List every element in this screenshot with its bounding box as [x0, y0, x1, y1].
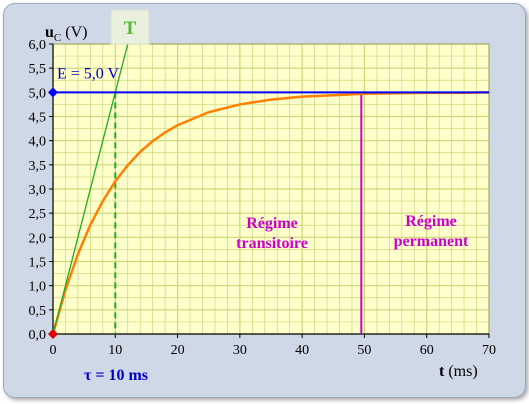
x-tick-label: 20: [171, 343, 185, 358]
y-tick-label: 0,5: [29, 304, 47, 319]
y-tick-label: 2,5: [29, 207, 47, 222]
t-label: T: [124, 18, 137, 39]
x-tick-label: 0: [50, 343, 57, 358]
y-tick-label: 3,0: [29, 183, 47, 198]
e-label: E = 5,0 V: [57, 65, 120, 82]
y-tick-label: 1,0: [29, 280, 47, 295]
chart-frame: 0 10 20 30 40 50 60 70 0,0 0,5 1,0 1,5 2,0 2,5 3,0 3,5 4…: [3, 3, 526, 398]
y-tick-label: 1,5: [29, 256, 47, 271]
series-charging-curve: [51, 91, 490, 335]
t-label-box: [110, 9, 150, 45]
tau-label: τ = 10 ms: [84, 367, 148, 384]
tick-labels: 0 10 20 30 40 50 60 70 0,0 0,5 1,0 1,5 2,0 2,5 3,0 3,5 4…: [29, 24, 497, 380]
series: [48, 43, 490, 339]
x-tick-label: 50: [357, 343, 371, 358]
annotations: E = 5,0 V Tτ = 10 ms Régime transitoire Régi…: [57, 9, 469, 384]
x-tick-label: 30: [233, 343, 247, 358]
x-tick-label: 40: [295, 343, 309, 358]
x-tick-label: 70: [482, 343, 496, 358]
x-axis-title: t (ms): [439, 363, 478, 380]
y-tick-label: 6,0: [29, 38, 47, 53]
y-tick-label: 2,0: [29, 231, 47, 246]
y-tick-label: 4,0: [29, 135, 47, 150]
regime-permanent-label: Régime permanent: [394, 213, 469, 250]
regime-transitoire-label: Régime transitoire: [236, 215, 308, 252]
e-marker: [48, 87, 58, 98]
origin-marker: [48, 329, 58, 339]
y-tick-label: 4,5: [29, 111, 47, 126]
y-tick-label: 5,0: [29, 86, 47, 101]
chart: 0 10 20 30 40 50 60 70 0,0 0,5 1,0 1,5 2,0 2,5 3,0 3,5 4…: [29, 9, 497, 384]
y-tick-label: 0,0: [29, 328, 47, 343]
y-tick-label: 5,5: [29, 62, 47, 77]
y-tick-label: 3,5: [29, 159, 47, 174]
x-tick-label: 10: [108, 343, 122, 358]
y-axis-title: uC (V): [45, 24, 87, 44]
x-tick-label: 60: [420, 343, 434, 358]
